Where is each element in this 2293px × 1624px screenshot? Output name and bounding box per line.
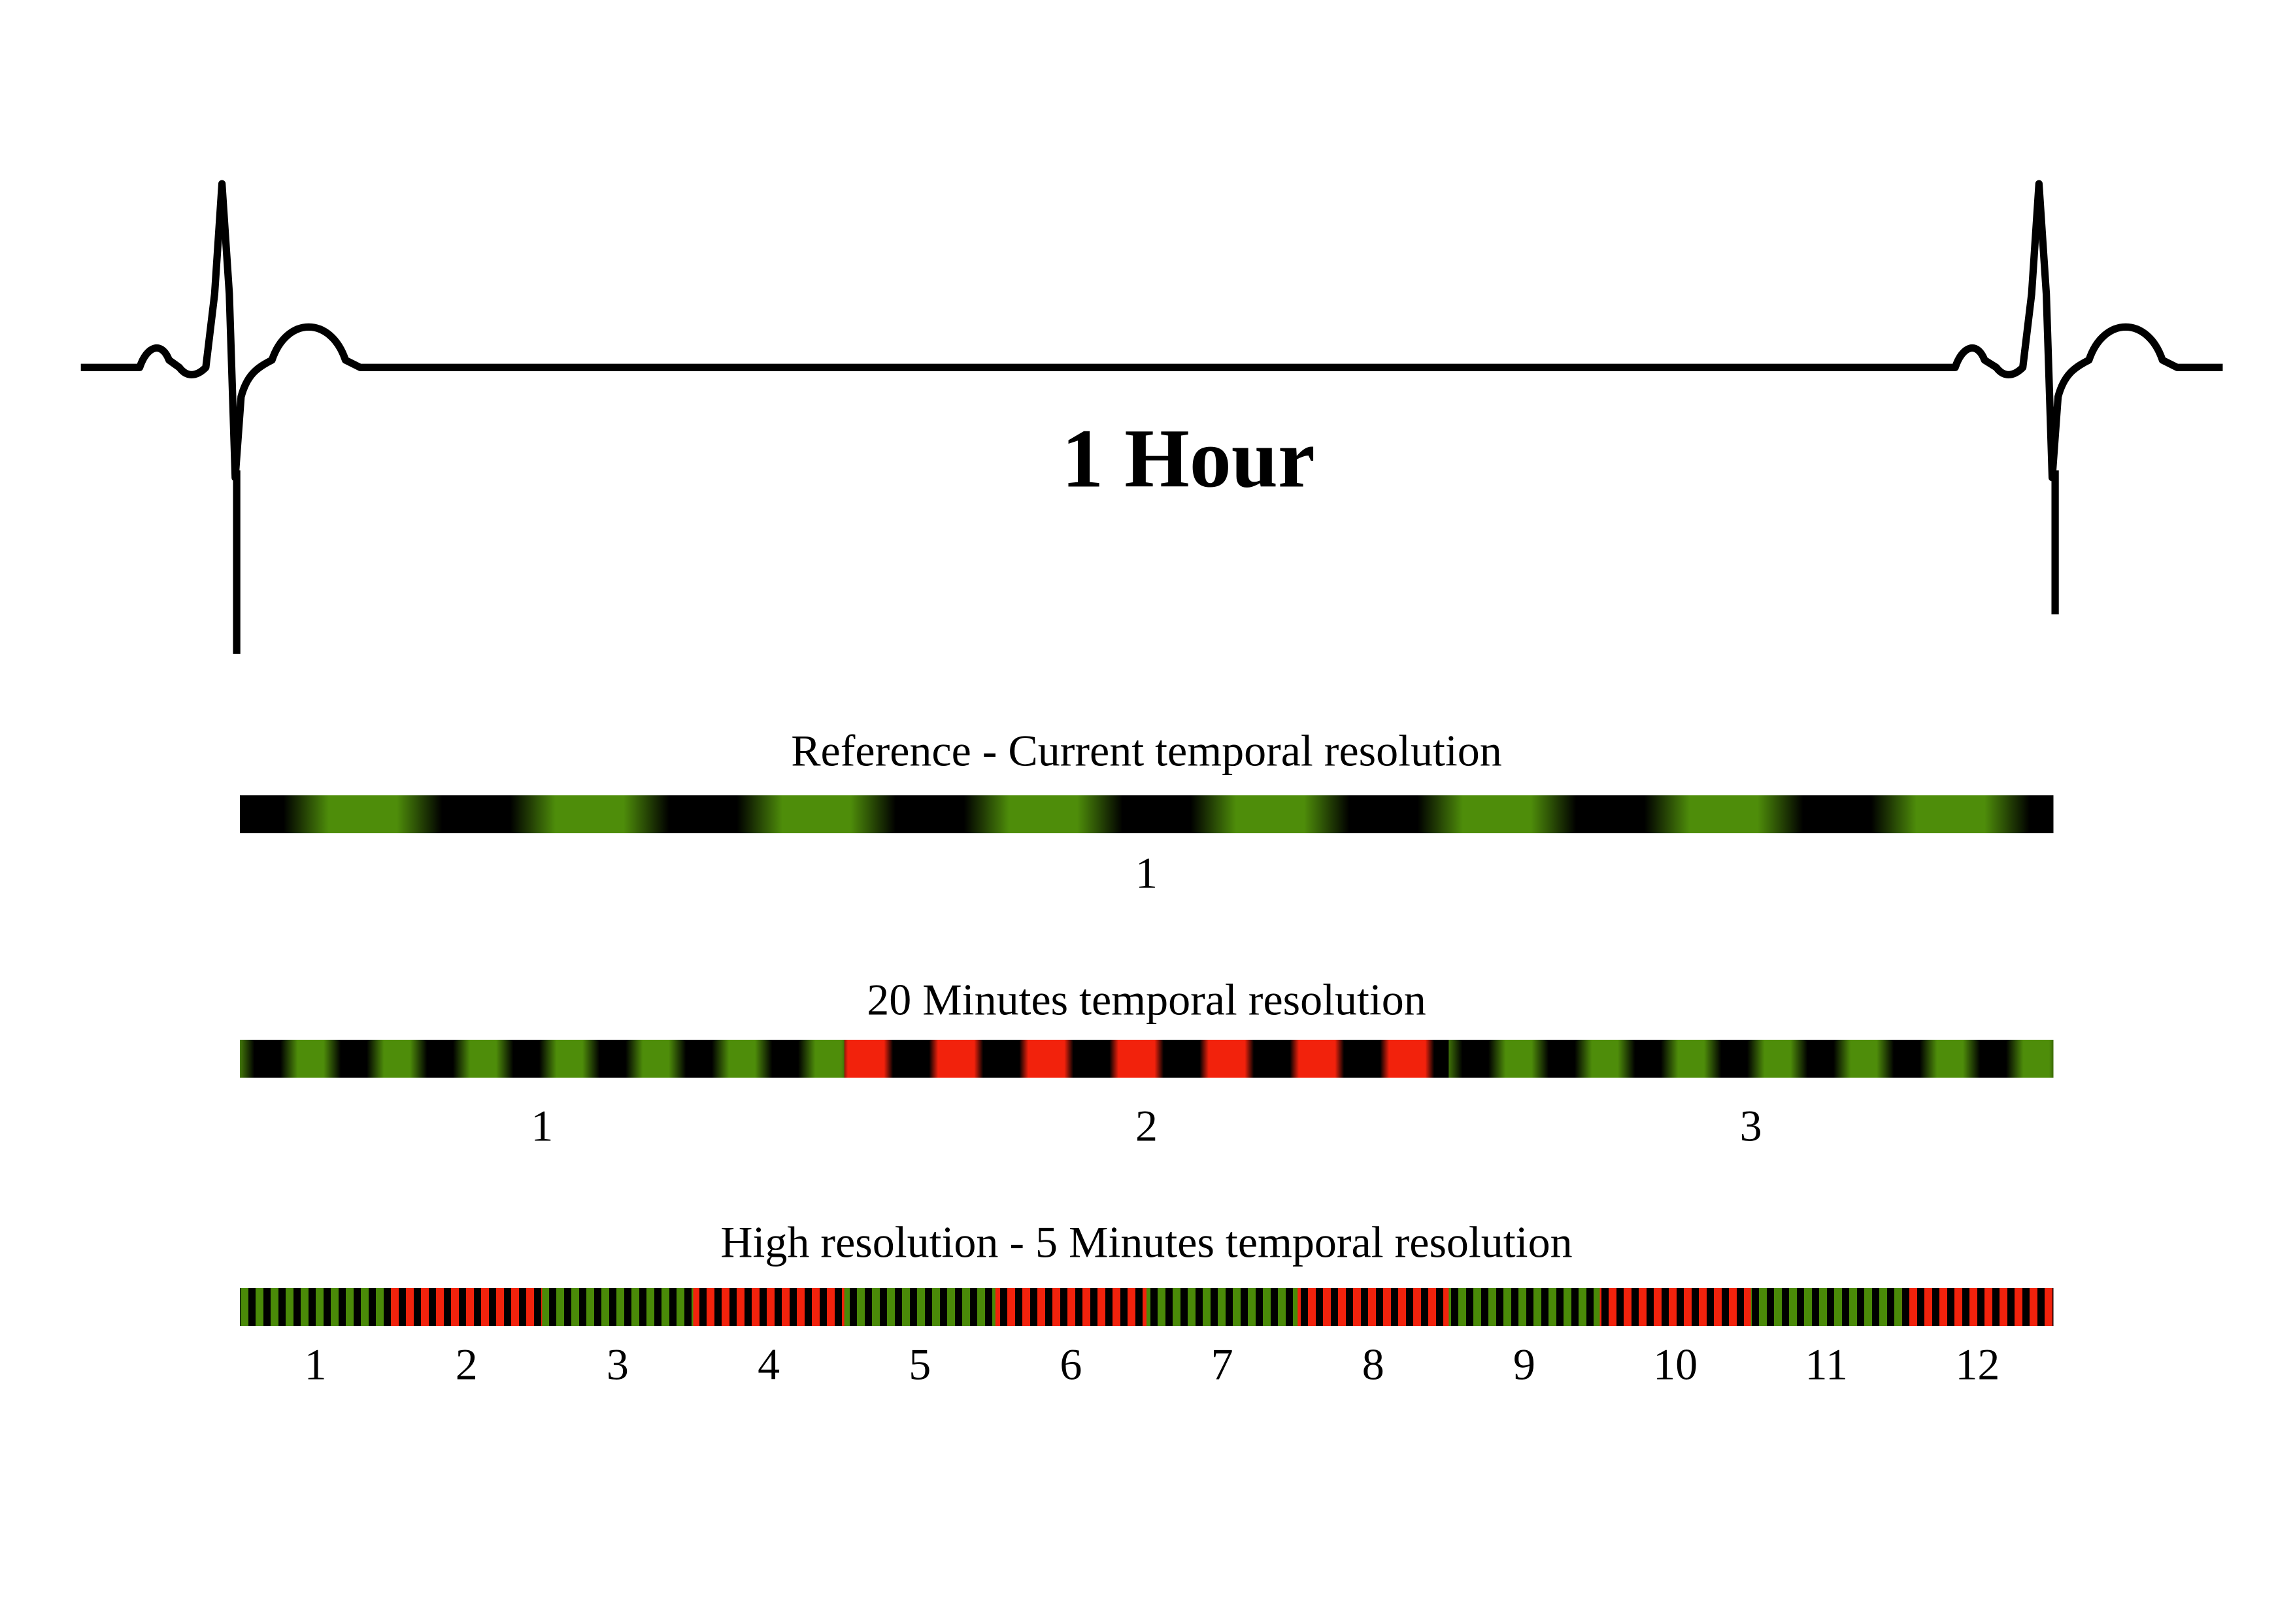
ecg-trace <box>80 180 2223 654</box>
segment-bar <box>391 1288 543 1326</box>
segment-bar <box>693 1288 845 1326</box>
segment-label: 10 <box>1653 1340 1698 1389</box>
segment-bar <box>1448 1288 1600 1326</box>
segment-label: 7 <box>1211 1340 1233 1389</box>
segment-bar <box>1901 1288 2054 1326</box>
segment-label: 12 <box>1955 1340 2000 1389</box>
segment-bar <box>1146 1288 1298 1326</box>
segment-bar <box>995 1288 1147 1326</box>
segment-label: 2 <box>1135 1101 1158 1151</box>
segment-label: 1 <box>1135 848 1158 898</box>
row-title: 20 Minutes temporal resolution <box>867 975 1426 1025</box>
segment-bar <box>844 1040 1449 1078</box>
segment-label: 5 <box>909 1340 931 1389</box>
segment-bar <box>844 1288 996 1326</box>
segment-label: 3 <box>607 1340 629 1389</box>
segment-label: 8 <box>1362 1340 1384 1389</box>
segment-label: 1 <box>531 1101 553 1151</box>
segment-label: 1 <box>305 1340 327 1389</box>
segment-bar <box>240 795 2054 833</box>
segment-bar <box>240 1040 845 1078</box>
segment-label: 2 <box>456 1340 478 1389</box>
segment-label: 9 <box>1513 1340 1535 1389</box>
duration-label: 1 Hour <box>1062 412 1315 505</box>
segment-bar <box>240 1288 392 1326</box>
segment-label: 6 <box>1060 1340 1082 1389</box>
segment-bar <box>1599 1288 1752 1326</box>
segment-bar <box>1750 1288 1903 1326</box>
segment-label: 11 <box>1805 1340 1848 1389</box>
row-title: High resolution - 5 Minutes temporal res… <box>720 1218 1572 1267</box>
segment-label: 4 <box>758 1340 780 1389</box>
row-title: Reference - Current temporal resolution <box>791 726 1502 776</box>
segment-bar <box>542 1288 694 1326</box>
segment-bar <box>1297 1288 1449 1326</box>
segment-label: 3 <box>1740 1101 1762 1151</box>
segment-bar <box>1448 1040 2054 1078</box>
